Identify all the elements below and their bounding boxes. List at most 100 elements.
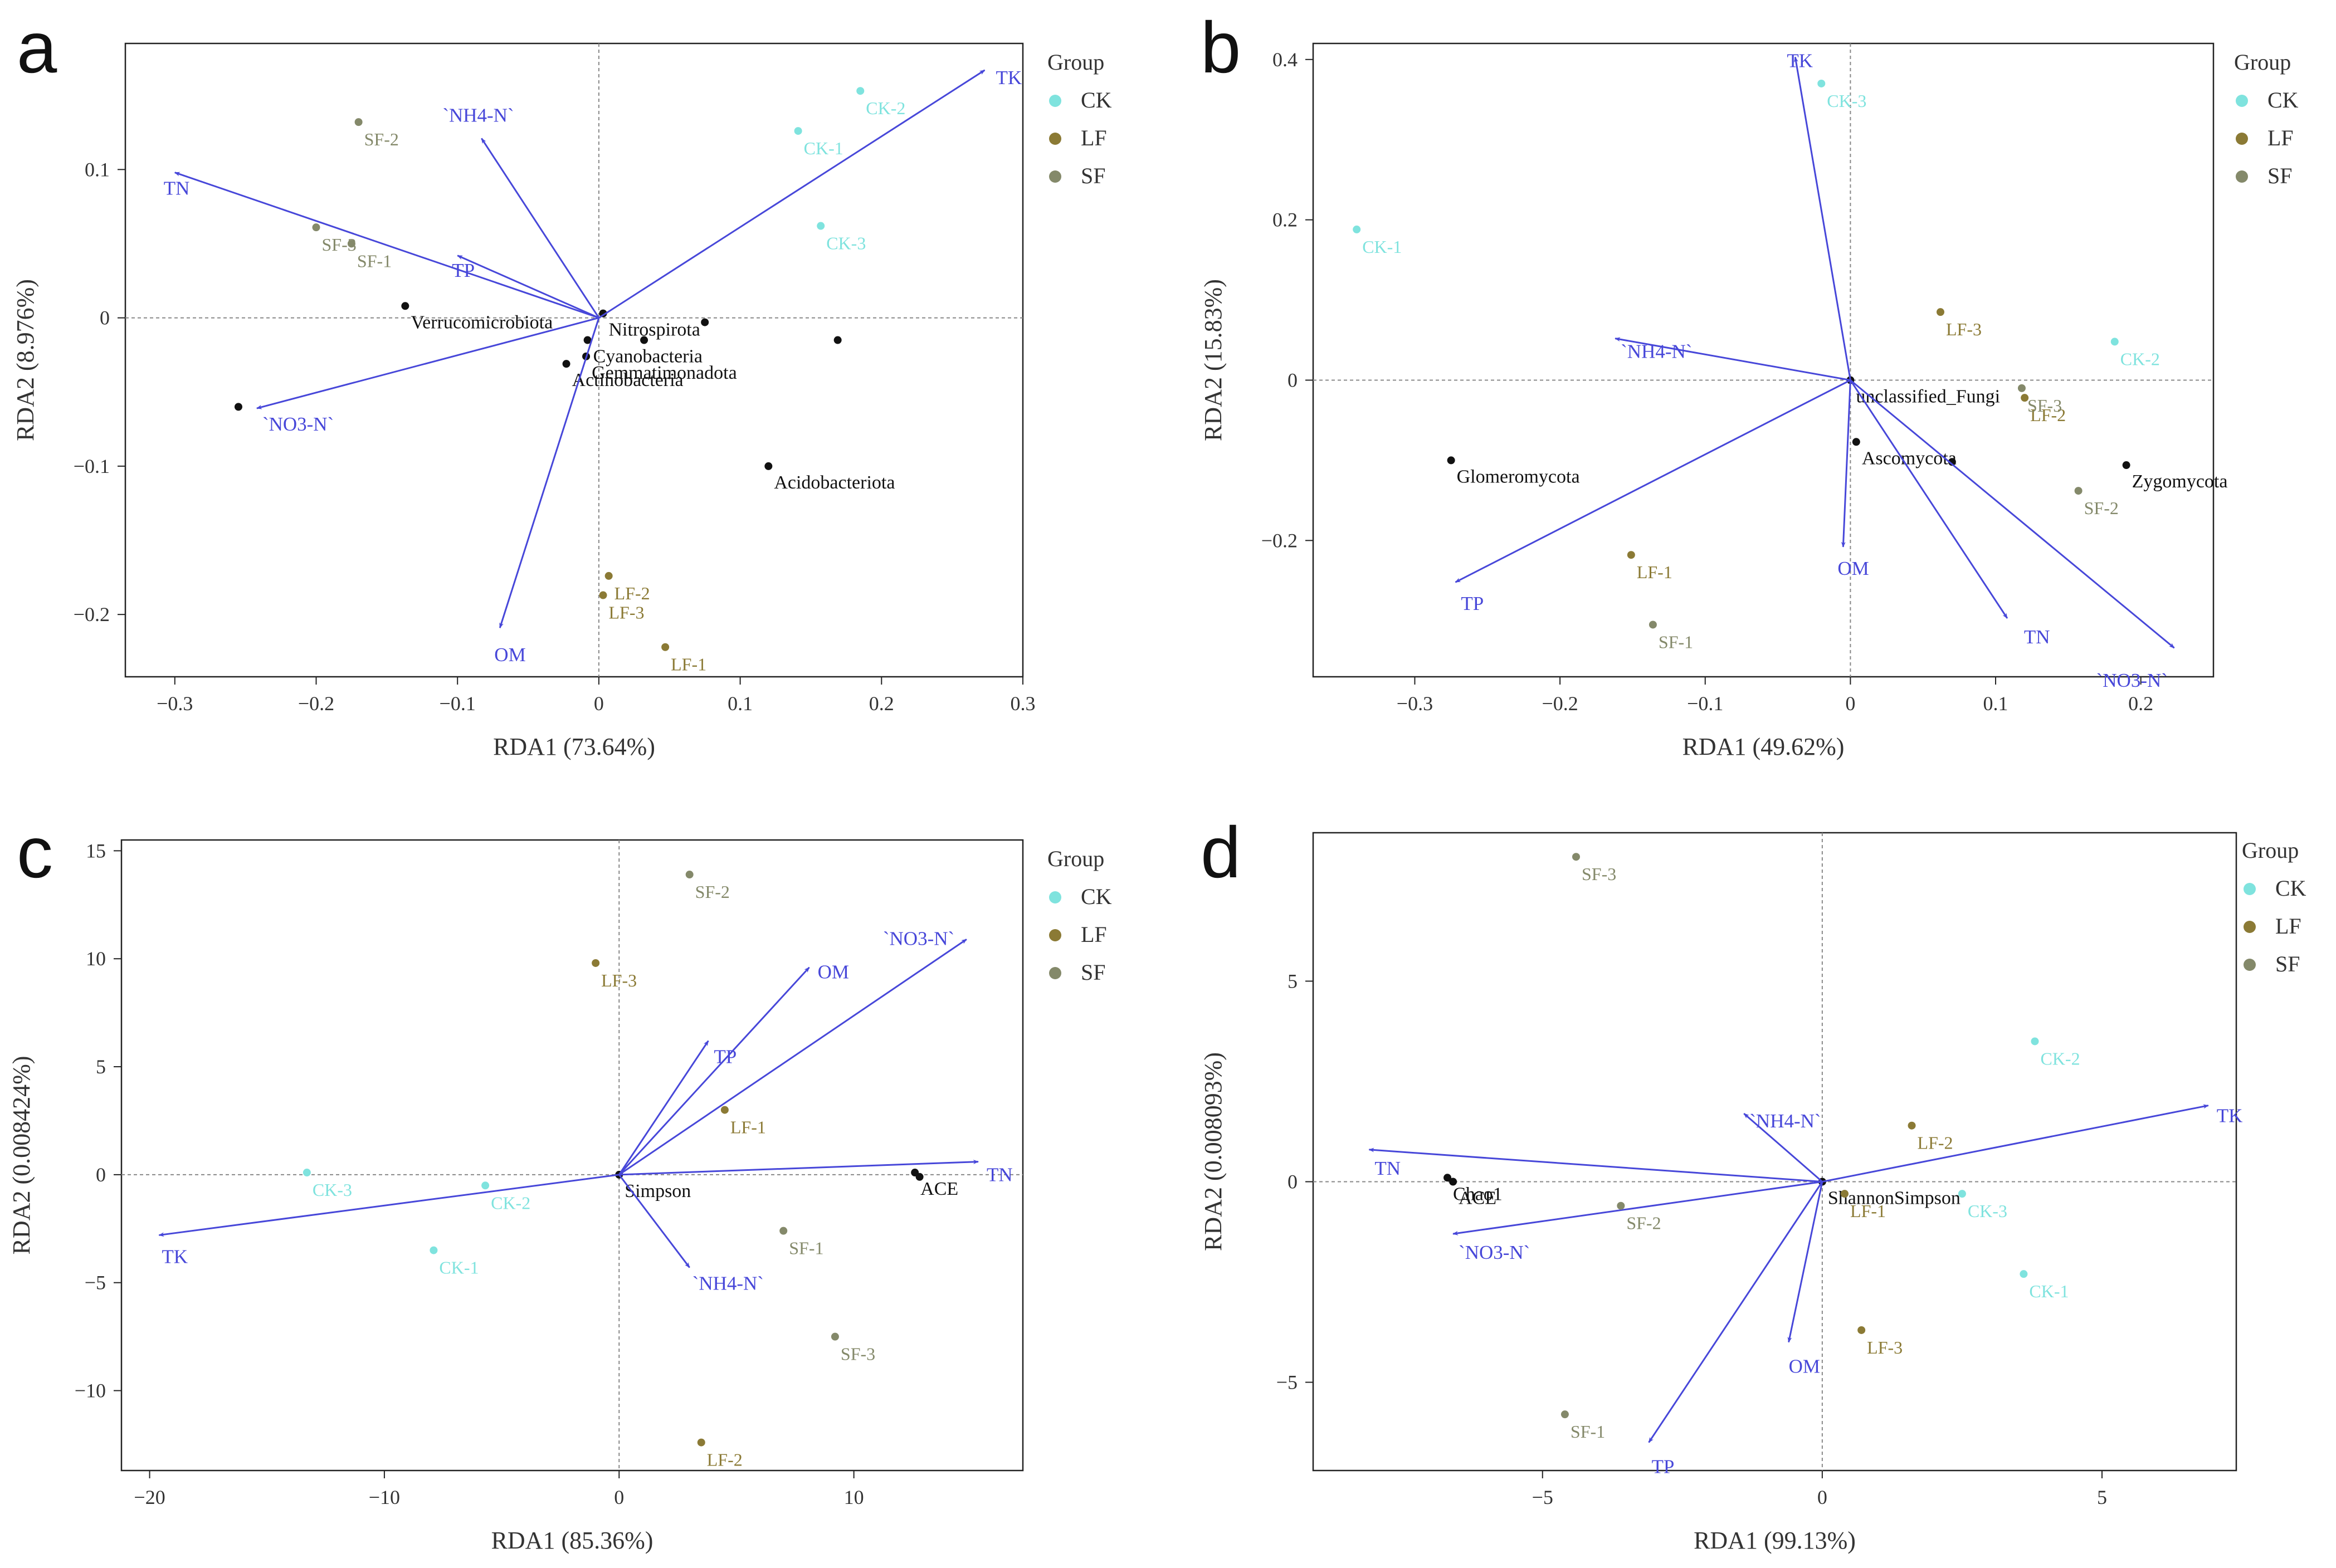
y-tick-label: 0 bbox=[100, 307, 110, 329]
env-vector-arrow bbox=[1850, 379, 2008, 619]
taxon-point bbox=[833, 336, 842, 344]
x-tick-label: 0 bbox=[614, 1486, 624, 1508]
taxon-point bbox=[2122, 461, 2130, 470]
sample-label: SF-2 bbox=[1626, 1213, 1661, 1233]
y-tick-label: 15 bbox=[86, 839, 106, 862]
sample-label: CK-2 bbox=[2040, 1048, 2080, 1068]
y-axis-title: RDA2 (0.008093%) bbox=[1199, 1052, 1227, 1251]
y-tick-label: −5 bbox=[85, 1272, 106, 1294]
sample-label: CK-3 bbox=[1827, 91, 1866, 111]
legend: Group CK LF SF bbox=[1047, 846, 1112, 985]
y-tick-label: 5 bbox=[96, 1056, 106, 1078]
env-vector-arrow bbox=[1455, 379, 1851, 583]
legend-swatch bbox=[2236, 95, 2248, 107]
x-tick-label: 0.2 bbox=[869, 692, 894, 715]
sample-point bbox=[312, 223, 320, 232]
env-vector-arrow bbox=[618, 939, 967, 1176]
env-vector-label: TN bbox=[1374, 1157, 1401, 1179]
sample-label: CK-2 bbox=[866, 98, 905, 118]
sample-label: LF-1 bbox=[671, 654, 706, 675]
env-vector-arrow bbox=[1615, 337, 1851, 381]
sample-label: CK-3 bbox=[1968, 1201, 2007, 1221]
legend-swatch bbox=[2244, 921, 2256, 933]
taxon-label: Chao1 bbox=[1453, 1184, 1503, 1204]
env-vector-arrow bbox=[618, 966, 810, 1175]
taxon-point bbox=[599, 309, 607, 317]
y-axis-title: RDA2 (8.976%) bbox=[12, 279, 39, 441]
y-axis-title: RDA2 (0.008424%) bbox=[8, 1056, 35, 1255]
sample-point bbox=[481, 1181, 490, 1190]
sample-label: SF-2 bbox=[695, 882, 730, 902]
env-vector-label: TN bbox=[987, 1164, 1013, 1186]
env-vector-label: TK bbox=[162, 1245, 188, 1267]
x-axis-title: RDA1 (73.64%) bbox=[493, 733, 655, 760]
sample-point bbox=[347, 240, 355, 248]
taxon-point bbox=[401, 302, 409, 310]
sample-label: SF-3 bbox=[2027, 395, 2062, 416]
sample-label: CK-1 bbox=[804, 138, 843, 158]
legend-swatch bbox=[1049, 967, 1061, 979]
env-vector-arrow bbox=[1822, 1104, 2209, 1183]
taxon-label: Ascomycota bbox=[1862, 448, 1957, 468]
env-vector-arrow bbox=[598, 69, 986, 319]
sample-label: CK-1 bbox=[439, 1258, 479, 1278]
x-tick-label: −0.3 bbox=[157, 692, 193, 715]
env-vector-label: OM bbox=[494, 644, 525, 666]
taxon-point bbox=[911, 1169, 919, 1177]
x-tick-label: −0.2 bbox=[298, 692, 334, 715]
y-tick-label: −10 bbox=[75, 1380, 106, 1402]
panel-b: b −0.3 −0.2 −0.1 0 0.1 0.2 0.4 0.2 0 −0.2 RDA1 (49.… bbox=[1199, 7, 2299, 760]
sample-label: CK-2 bbox=[2120, 349, 2160, 369]
taxon-label: Nitrospirota bbox=[609, 320, 700, 340]
sample-point bbox=[1560, 1410, 1569, 1419]
env-vector-label: TN bbox=[2024, 626, 2050, 648]
sample-point bbox=[2031, 1037, 2039, 1046]
taxon-point bbox=[640, 336, 648, 344]
sample-point bbox=[1841, 1190, 1849, 1198]
y-tick-label: 0.4 bbox=[1272, 48, 1298, 71]
env-vector-label: `NH4-N` bbox=[1749, 1110, 1821, 1132]
taxon-label: ACE bbox=[920, 1179, 958, 1199]
panel-label: d bbox=[1201, 812, 1241, 893]
panel-a: a −0.3 −0.2 −0.1 0 0.1 0.2 0.3 0.1 0 −0.1 −0.2 RDA1 … bbox=[12, 7, 1112, 760]
sample-label: SF-1 bbox=[789, 1238, 823, 1258]
env-vector-label: TP bbox=[714, 1046, 737, 1068]
env-vector-arrow bbox=[499, 317, 600, 629]
legend-label: CK bbox=[1081, 884, 1112, 909]
panel-c: c −20 −10 0 10 15 10 5 0 −5 −10 RDA1 (85.36%) RDA2 (… bbox=[8, 812, 1112, 1554]
sample-point bbox=[1649, 621, 1657, 629]
sample-label: LF-2 bbox=[1918, 1133, 1953, 1153]
taxon-point bbox=[1447, 456, 1455, 465]
panel-label: a bbox=[17, 7, 57, 88]
legend-label: LF bbox=[2275, 914, 2301, 939]
env-vector-arrow bbox=[618, 1040, 709, 1175]
legend-swatch bbox=[2244, 883, 2256, 895]
taxon-label: Verrucomicrobiota bbox=[411, 312, 553, 333]
legend-swatch bbox=[1049, 891, 1061, 903]
sample-label: CK-1 bbox=[2029, 1281, 2069, 1301]
env-vector-arrow bbox=[256, 317, 599, 409]
legend-swatch bbox=[2236, 170, 2248, 183]
y-tick-label: 0 bbox=[96, 1164, 106, 1186]
y-tick-label: 0 bbox=[1288, 1171, 1298, 1193]
legend-label: LF bbox=[1081, 125, 1107, 150]
env-vector-label: TK bbox=[996, 67, 1022, 89]
legend-label: LF bbox=[1081, 922, 1107, 947]
taxon-point bbox=[583, 336, 592, 344]
taxon-point bbox=[1449, 1178, 1457, 1186]
plot-frame bbox=[1312, 42, 2215, 678]
taxon-point bbox=[1852, 438, 1860, 446]
sample-point bbox=[2017, 384, 2026, 392]
sample-point bbox=[1353, 225, 1361, 233]
taxon-point bbox=[764, 462, 773, 470]
x-axis-title: RDA1 (99.13%) bbox=[1694, 1527, 1856, 1554]
sample-point bbox=[697, 1438, 705, 1447]
legend-label: CK bbox=[2275, 876, 2306, 901]
panel-d: d −5 0 5 5 0 −5 RDA1 (99.13%) RDA2 (0.008093%) Sh… bbox=[1199, 812, 2306, 1554]
sample-point bbox=[661, 643, 670, 651]
x-tick-label: 0.1 bbox=[1983, 692, 2008, 715]
legend-swatch bbox=[1049, 929, 1061, 941]
env-vector-label: TP bbox=[1652, 1456, 1675, 1478]
env-vector-label: `NO3-N` bbox=[2096, 670, 2168, 691]
